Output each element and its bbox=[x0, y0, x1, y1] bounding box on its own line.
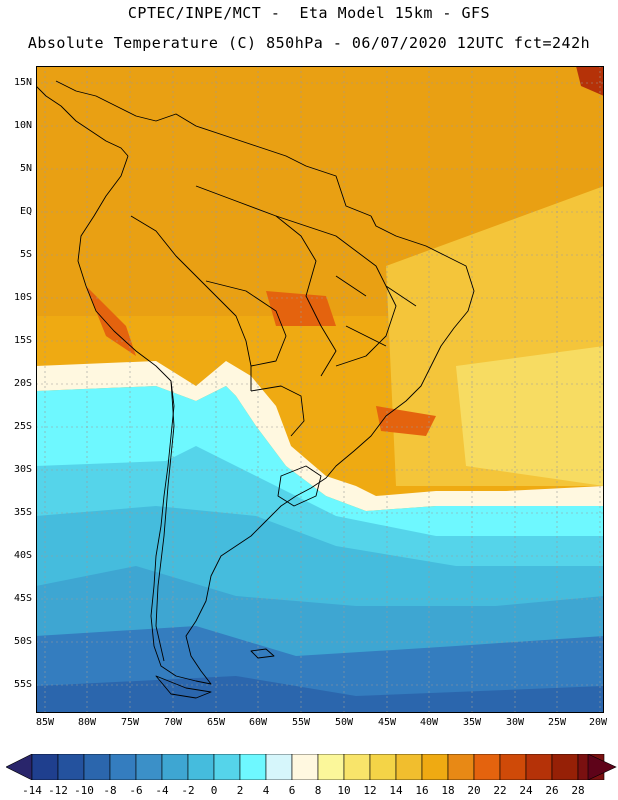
chart-title-line1: CPTEC/INPE/MCT - Eta Model 15km - GFS bbox=[127, 4, 491, 22]
coast-caribbean bbox=[55, 80, 372, 217]
field-east-lightyellow bbox=[456, 346, 604, 486]
coastlines bbox=[36, 80, 475, 699]
lon-label: 20W bbox=[588, 717, 608, 728]
lon-label: 80W bbox=[77, 717, 97, 728]
lon-label: 70W bbox=[163, 717, 183, 728]
colorbar-swatch bbox=[447, 754, 475, 780]
lat-label: 45S bbox=[13, 593, 32, 604]
border-bolivia bbox=[205, 280, 287, 367]
colorbar-label: 4 bbox=[262, 784, 270, 797]
lon-label: 35W bbox=[462, 717, 482, 728]
colorbar-swatch bbox=[421, 754, 449, 780]
colorbar-label: -8 bbox=[103, 784, 117, 797]
lat-label: 10S bbox=[13, 292, 32, 303]
coast-tierra-del-fuego bbox=[155, 675, 212, 699]
colorbar-swatch bbox=[317, 754, 345, 780]
colorbar-label: -4 bbox=[155, 784, 169, 797]
colorbar-swatch bbox=[83, 754, 111, 780]
lat-label: 20S bbox=[13, 378, 32, 389]
lat-label: 25S bbox=[13, 421, 32, 432]
coast-south-america bbox=[77, 155, 475, 685]
colorbar-swatch bbox=[161, 754, 189, 780]
border-brazil-west bbox=[195, 185, 337, 377]
lat-label: 50S bbox=[13, 636, 32, 647]
colorbar bbox=[6, 754, 617, 780]
colorbar-label: 8 bbox=[314, 784, 322, 797]
colorbar-swatch bbox=[265, 754, 293, 780]
lon-label: 40W bbox=[419, 717, 439, 728]
colorbar-swatch bbox=[499, 754, 527, 780]
colorbar-high-arrow bbox=[587, 754, 617, 780]
colorbar-swatch bbox=[525, 754, 553, 780]
colorbar-label: 26 bbox=[545, 784, 559, 797]
border-argentina-chile bbox=[155, 380, 175, 662]
lat-label: 5S bbox=[19, 249, 32, 260]
colorbar-label: 6 bbox=[288, 784, 296, 797]
field-hot-chaco bbox=[266, 291, 336, 326]
border-andes bbox=[130, 215, 252, 391]
temperature-map bbox=[36, 66, 604, 713]
lon-label: 50W bbox=[334, 717, 354, 728]
colorbar-label: 14 bbox=[389, 784, 403, 797]
colorbar-label: 2 bbox=[236, 784, 244, 797]
colorbar-label: 22 bbox=[493, 784, 507, 797]
lat-label: 10N bbox=[13, 120, 32, 131]
lon-label: 65W bbox=[206, 717, 226, 728]
map-frame bbox=[36, 66, 604, 713]
field-hot-peru bbox=[86, 286, 136, 356]
colorbar-label: -6 bbox=[129, 784, 143, 797]
lat-label: EQ bbox=[19, 206, 32, 217]
colorbar-label: -2 bbox=[181, 784, 195, 797]
lon-label: 55W bbox=[291, 717, 311, 728]
lon-label: 25W bbox=[547, 717, 567, 728]
colorbar-swatch bbox=[343, 754, 371, 780]
colorbar-label: 10 bbox=[337, 784, 351, 797]
lat-label: 30S bbox=[13, 464, 32, 475]
lat-label: 5N bbox=[19, 163, 32, 174]
colorbar-swatch bbox=[395, 754, 423, 780]
colorbar-low-arrow bbox=[6, 754, 33, 780]
colorbar-label: -10 bbox=[74, 784, 94, 797]
colorbar-swatch bbox=[239, 754, 267, 780]
colorbar-swatch bbox=[57, 754, 85, 780]
colorbar-label: 16 bbox=[415, 784, 429, 797]
colorbar-label: -12 bbox=[48, 784, 68, 797]
border-paraguay bbox=[250, 385, 305, 437]
lon-label: 75W bbox=[120, 717, 140, 728]
colorbar-label: 12 bbox=[363, 784, 377, 797]
colorbar-swatch bbox=[291, 754, 319, 780]
lon-label: 45W bbox=[377, 717, 397, 728]
colorbar-label: 0 bbox=[210, 784, 218, 797]
colorbar-swatch bbox=[473, 754, 501, 780]
coast-central-america bbox=[36, 85, 129, 157]
lat-label: 35S bbox=[13, 507, 32, 518]
colorbar-label: 24 bbox=[519, 784, 533, 797]
border-uruguay bbox=[277, 465, 322, 507]
colorbar-swatch bbox=[135, 754, 163, 780]
coast-falklands bbox=[250, 648, 275, 659]
colorbar-label: 28 bbox=[571, 784, 585, 797]
colorbar-swatch bbox=[551, 754, 579, 780]
colorbar-swatch bbox=[31, 754, 59, 780]
colorbar-swatch bbox=[213, 754, 241, 780]
colorbar-label: -14 bbox=[22, 784, 42, 797]
colorbar-swatch bbox=[187, 754, 215, 780]
lat-label: 55S bbox=[13, 679, 32, 690]
field-hot-spot bbox=[576, 66, 604, 96]
lat-label: 15N bbox=[13, 77, 32, 88]
colorbar-label: 20 bbox=[467, 784, 481, 797]
lon-label: 85W bbox=[35, 717, 55, 728]
lat-label: 40S bbox=[13, 550, 32, 561]
colorbar-swatch bbox=[109, 754, 137, 780]
field-hot-coast bbox=[376, 406, 436, 436]
lon-label: 30W bbox=[505, 717, 525, 728]
lat-label: 15S bbox=[13, 335, 32, 346]
chart-title-line2: Absolute Temperature (C) 850hPa - 06/07/… bbox=[27, 34, 591, 52]
colorbar-swatch bbox=[369, 754, 397, 780]
colorbar-label: 18 bbox=[441, 784, 455, 797]
border-brazil-states bbox=[275, 215, 417, 367]
lon-label: 60W bbox=[248, 717, 268, 728]
